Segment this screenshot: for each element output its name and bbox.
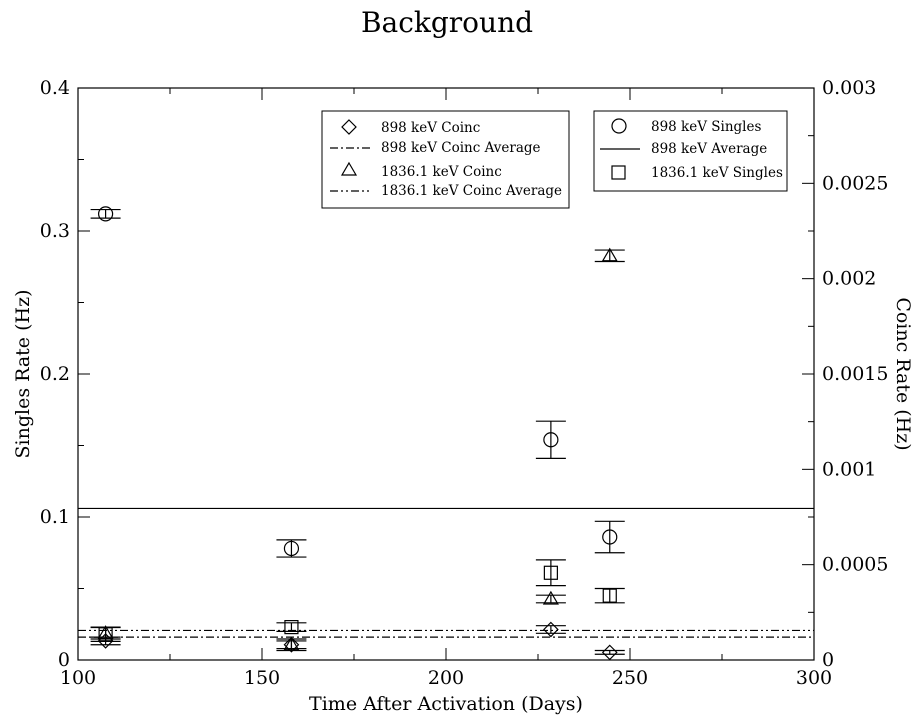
legend-circle-marker bbox=[611, 118, 627, 134]
data-point-circle bbox=[602, 529, 618, 545]
y2-tick-label: 0.001 bbox=[822, 458, 876, 480]
x-tick-label: 200 bbox=[428, 667, 464, 689]
y-tick-label: 0.1 bbox=[40, 506, 70, 528]
legend-coinc: 898 keV Coinc 898 keV Coinc Average 1836… bbox=[321, 110, 570, 209]
x-tick-label: 100 bbox=[60, 667, 96, 689]
legend-item-898-coinc-average: 898 keV Coinc Average bbox=[381, 140, 541, 156]
x-axis-label: Time After Activation (Days) bbox=[309, 693, 583, 715]
y2-tick-label: 0.0005 bbox=[822, 554, 888, 576]
legend-singles: 898 keV Singles 898 keV Average 1836.1 k… bbox=[593, 110, 788, 192]
data-point-circle bbox=[543, 432, 559, 448]
data-point-diamond bbox=[601, 644, 618, 661]
y2-tick-label: 0.002 bbox=[822, 268, 876, 290]
average-lines bbox=[78, 507, 814, 638]
data-point-triangle bbox=[601, 247, 618, 262]
legend-item-898-coinc: 898 keV Coinc bbox=[381, 120, 480, 136]
y-tick-label: 0.3 bbox=[40, 220, 70, 242]
legend-square-marker bbox=[611, 165, 626, 180]
y2-tick-label: 0 bbox=[822, 649, 834, 671]
legend-item-1836-singles: 1836.1 keV Singles bbox=[651, 165, 783, 181]
legend-diamond-marker bbox=[341, 119, 357, 135]
y2-tick-label: 0.0015 bbox=[822, 363, 888, 385]
legend-item-1836-coinc-average: 1836.1 keV Coinc Average bbox=[381, 183, 562, 199]
data-points bbox=[90, 206, 625, 661]
legend-coinc-box bbox=[321, 110, 570, 209]
data-point-square bbox=[98, 627, 113, 642]
y2-tick-label: 0.0025 bbox=[822, 172, 888, 194]
data-point-diamond bbox=[283, 636, 300, 653]
legend-item-898-singles: 898 keV Singles bbox=[651, 119, 761, 135]
legend-item-1836-coinc: 1836.1 keV Coinc bbox=[381, 164, 502, 180]
chart-title: Background bbox=[361, 6, 533, 39]
y-tick-label: 0 bbox=[58, 649, 70, 671]
x-tick-label: 300 bbox=[796, 667, 832, 689]
data-point-square bbox=[602, 588, 617, 603]
data-point-triangle bbox=[283, 636, 300, 651]
legend-triangle-marker bbox=[340, 161, 358, 176]
y-tick-label: 0.4 bbox=[40, 77, 70, 99]
data-point-square bbox=[284, 620, 299, 635]
data-point-diamond bbox=[543, 621, 559, 638]
data-point-square bbox=[543, 565, 558, 580]
y-tick-label: 0.2 bbox=[40, 363, 70, 385]
y2-tick-label: 0.003 bbox=[822, 77, 876, 99]
data-point-triangle bbox=[542, 590, 559, 605]
data-point-circle bbox=[283, 540, 300, 557]
legend-item-898-average: 898 keV Average bbox=[651, 141, 767, 157]
x-tick-label: 250 bbox=[612, 667, 648, 689]
axis-ticks: 100 150 200 250 30000.10.20.30.400.00050.001… bbox=[40, 77, 889, 689]
y-axis-label: Singles Rate (Hz) bbox=[12, 290, 34, 459]
data-point-circle bbox=[97, 206, 114, 222]
x-tick-label: 150 bbox=[244, 667, 280, 689]
y2-axis-label: Coinc Rate (Hz) bbox=[892, 297, 912, 450]
